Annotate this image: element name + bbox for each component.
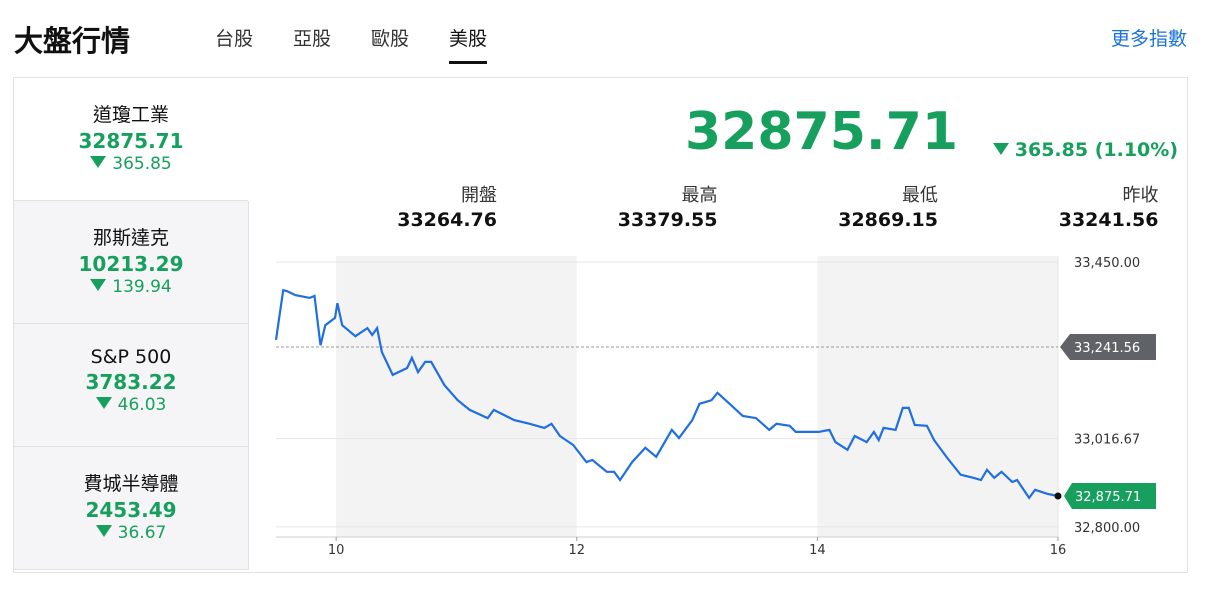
down-arrow: [95, 525, 112, 537]
y-tick-label: 33,450.00: [1074, 256, 1140, 271]
stat: 昨收 33241.56: [959, 181, 1159, 231]
stat-label: 開盤: [461, 185, 497, 206]
index-value: 2453.49: [85, 498, 177, 522]
change-percent: 1.10%: [1103, 139, 1170, 161]
stat-value: 32869.15: [838, 209, 938, 231]
stat-label: 昨收: [1122, 185, 1159, 206]
index-change-value: 36.67: [117, 523, 167, 543]
tab[interactable]: 歐股: [371, 28, 410, 50]
index-value: 10213.29: [78, 252, 184, 276]
current-value: 32875.71: [684, 102, 958, 162]
index-change-value: 139.94: [112, 277, 172, 297]
index-change-value: 46.03: [117, 395, 167, 415]
index-change: 36.67: [14, 523, 248, 543]
index-name: 費城半導體: [83, 473, 179, 495]
index-change: 365.85: [14, 154, 248, 174]
x-tick-label: 12: [568, 543, 585, 558]
stat-label: 最高: [681, 185, 718, 206]
more-link[interactable]: 更多指數: [1110, 28, 1187, 50]
index-value: 3783.22: [85, 370, 177, 394]
down-arrow: [95, 397, 112, 409]
index-change: 46.03: [14, 395, 248, 415]
change: 365.85 (1.10%): [992, 139, 1178, 161]
x-tick-label: 10: [328, 543, 345, 558]
stat: 開盤 33264.76: [297, 181, 497, 231]
page-title: 大盤行情: [14, 24, 131, 58]
down-arrow: [992, 143, 1009, 155]
index-name: 那斯達克: [92, 227, 169, 249]
shaded-band: [817, 256, 1058, 537]
index-change: 139.94: [14, 277, 248, 297]
tab[interactable]: 台股: [215, 28, 254, 50]
change-value: 365.85: [1014, 139, 1089, 161]
reference-label: 33,241.56: [1074, 341, 1140, 356]
current-dot: [1054, 492, 1062, 500]
stat: 最高 33379.55: [518, 181, 718, 231]
down-arrow: [90, 156, 107, 168]
down-arrow: [90, 279, 107, 291]
x-tick-label: 16: [1050, 543, 1067, 558]
shaded-band: [336, 256, 577, 537]
price-line: [274, 288, 1059, 500]
tab[interactable]: 美股: [449, 24, 488, 64]
stat-value: 33241.56: [1058, 209, 1159, 231]
stat: 最低 32869.15: [738, 181, 938, 231]
reference-tag: [1060, 333, 1156, 360]
y-tick-label: 33,016.67: [1074, 433, 1140, 448]
current-label: 32,875.71: [1075, 490, 1141, 505]
stat-value: 33379.55: [617, 209, 718, 231]
x-tick-label: 14: [809, 543, 826, 558]
index-value: 32875.71: [78, 129, 184, 153]
index-name: 道瓊工業: [92, 104, 169, 126]
index-item[interactable]: S&P 500 3783.22 46.03: [14, 324, 249, 447]
index-name: S&P 500: [90, 346, 172, 368]
stat-value: 33264.76: [397, 209, 497, 231]
index-item[interactable]: 費城半導體 2453.49 36.67: [14, 447, 249, 570]
index-item[interactable]: 道瓊工業 32875.71 365.85: [14, 78, 248, 201]
panel: 道瓊工業 32875.71 365.85 那斯達克 10213.29 139.94 S&P …: [13, 77, 1188, 573]
current-tag: [1064, 482, 1156, 509]
index-item[interactable]: 那斯達克 10213.29 139.94: [14, 201, 249, 324]
stat-label: 最低: [902, 185, 938, 206]
tab[interactable]: 亞股: [293, 28, 332, 50]
y-tick-label: 32,800.00: [1074, 521, 1140, 536]
index-change-value: 365.85: [112, 154, 172, 174]
